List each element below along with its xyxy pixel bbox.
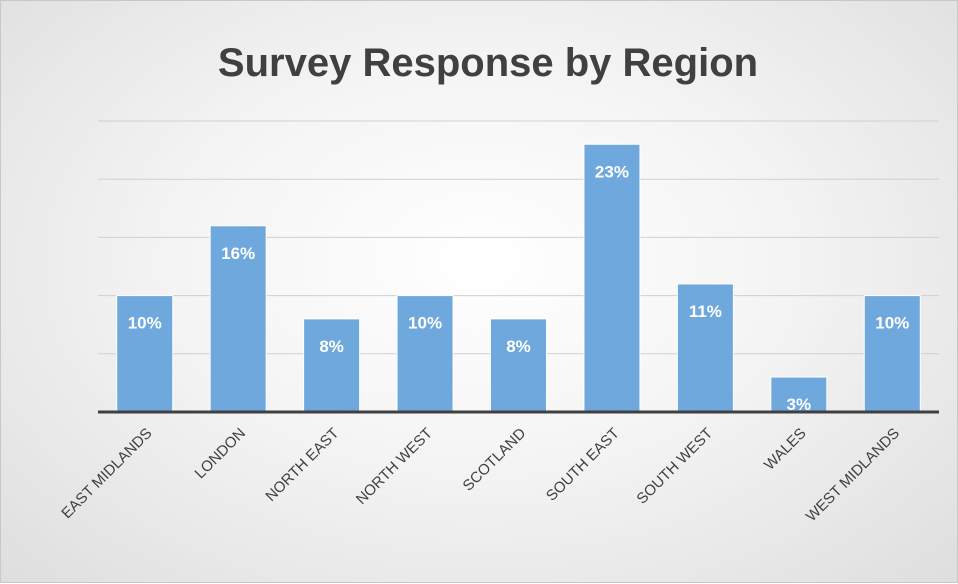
bars xyxy=(116,143,921,413)
x-tick-label: SOUTH WEST xyxy=(633,425,716,508)
bar xyxy=(490,318,547,413)
x-tick-label: LONDON xyxy=(192,425,249,482)
x-tick-label: NORTH WEST xyxy=(353,425,436,508)
data-label: 10% xyxy=(875,314,909,333)
bar xyxy=(396,295,454,413)
bar xyxy=(583,143,641,413)
x-tick-label: WALES xyxy=(761,425,810,474)
data-label: 8% xyxy=(319,337,344,356)
bar xyxy=(863,295,921,413)
x-tick-label: SCOTLAND xyxy=(460,425,530,495)
x-tick-label: NORTH EAST xyxy=(262,425,342,505)
data-label: 16% xyxy=(221,244,255,263)
data-label: 10% xyxy=(128,314,162,333)
bar xyxy=(303,318,361,413)
bar xyxy=(116,295,174,413)
data-label: 10% xyxy=(408,314,442,333)
data-label: 8% xyxy=(506,337,531,356)
chart-title: Survey Response by Region xyxy=(218,41,758,85)
x-tick-label: WEST MIDLANDS xyxy=(803,425,903,525)
data-labels: 10% 16% 8% 10% 8% 23% 11% 3% 10% xyxy=(128,162,910,414)
data-label: 23% xyxy=(595,162,629,181)
x-tick-labels: EAST MIDLANDS LONDON NORTH EAST NORTH WEST S… xyxy=(58,425,903,525)
bar xyxy=(770,376,828,413)
x-tick-label: EAST MIDLANDS xyxy=(58,425,155,522)
bar xyxy=(676,283,734,413)
x-tick-label: SOUTH EAST xyxy=(543,425,623,505)
data-label: 11% xyxy=(689,302,722,321)
data-label: 3% xyxy=(787,395,812,414)
